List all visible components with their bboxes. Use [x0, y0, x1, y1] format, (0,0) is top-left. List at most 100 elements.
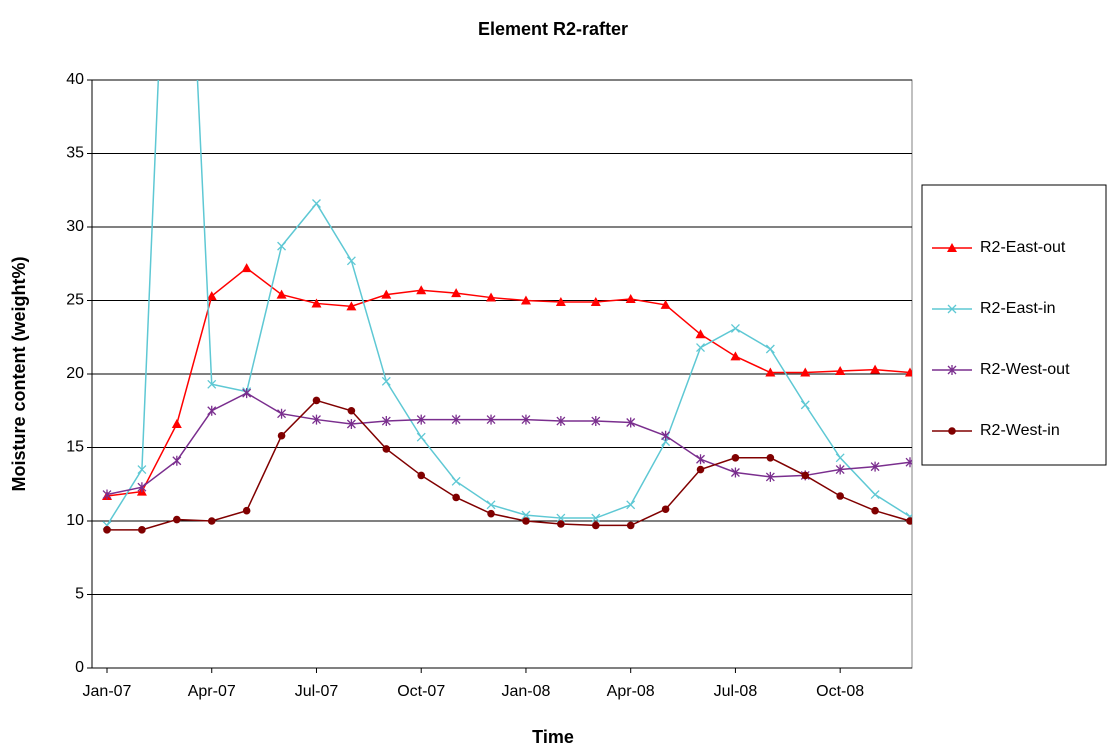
marker	[346, 256, 356, 266]
marker	[416, 414, 426, 425]
marker	[417, 471, 426, 480]
marker	[696, 465, 705, 474]
legend-marker	[947, 365, 957, 375]
y-tick-label: 30	[66, 218, 84, 235]
legend-marker	[947, 243, 957, 252]
series-line	[106, 267, 911, 497]
marker	[765, 344, 775, 354]
marker	[241, 263, 252, 273]
marker	[835, 453, 845, 463]
y-tick-label: 40	[66, 71, 84, 88]
y-tick-label: 5	[75, 586, 84, 603]
y-tick-label: 0	[75, 659, 84, 676]
marker	[451, 414, 461, 425]
marker	[590, 296, 601, 306]
marker	[730, 467, 740, 478]
marker	[486, 414, 496, 425]
series-line	[106, 392, 911, 496]
x-tick-label: Apr-07	[188, 683, 236, 700]
legend-label: R2-West-in	[980, 422, 1060, 439]
marker	[416, 285, 427, 295]
legend-marker	[948, 427, 956, 435]
marker	[487, 509, 495, 518]
marker	[137, 465, 147, 475]
marker	[138, 526, 146, 534]
marker	[277, 431, 286, 440]
legend-marker	[947, 304, 957, 314]
marker	[521, 414, 531, 425]
marker	[765, 367, 776, 377]
x-tick-label: Jan-08	[501, 683, 550, 700]
plot-series	[102, 80, 912, 534]
marker	[626, 521, 635, 530]
marker	[242, 388, 252, 399]
y-tick-label: 20	[66, 365, 84, 382]
marker	[696, 454, 705, 465]
marker	[835, 366, 846, 376]
legend-label: R2-East-in	[980, 300, 1056, 317]
x-tick-label: Jan-07	[83, 683, 132, 700]
x-tick-label: Apr-08	[607, 683, 655, 700]
marker	[555, 296, 566, 306]
marker	[206, 291, 217, 301]
marker	[381, 289, 392, 299]
marker	[171, 418, 182, 428]
legend-label: R2-West-out	[980, 361, 1070, 378]
marker	[242, 506, 251, 515]
marker	[870, 490, 880, 499]
y-tick-label: 35	[66, 145, 84, 162]
marker	[800, 367, 811, 377]
marker	[871, 506, 879, 515]
marker	[801, 471, 810, 480]
marker	[591, 416, 601, 427]
marker	[730, 351, 741, 361]
legend-label: R2-East-out	[980, 239, 1066, 256]
marker	[451, 288, 462, 298]
legend	[921, 184, 1107, 466]
marker	[557, 520, 565, 528]
marker	[906, 517, 912, 525]
marker	[591, 513, 601, 523]
chart-title: Element R2-rafter	[478, 19, 628, 39]
marker	[276, 289, 287, 299]
marker	[765, 471, 775, 482]
marker	[835, 464, 845, 475]
marker	[730, 323, 740, 333]
marker	[381, 376, 391, 386]
marker	[486, 292, 497, 302]
marker	[103, 526, 111, 534]
marker	[451, 476, 461, 486]
series-line	[106, 80, 911, 526]
marker	[522, 517, 530, 525]
x-axis-title: Time	[532, 727, 574, 747]
x-tick-label: Jul-08	[714, 683, 758, 700]
marker	[731, 453, 740, 462]
marker	[381, 416, 391, 427]
marker	[905, 367, 912, 377]
marker	[207, 379, 217, 389]
marker	[661, 430, 671, 441]
y-axis-title: Moisture content (weight%)	[9, 257, 29, 492]
y-tick-label: 15	[66, 439, 84, 456]
marker	[626, 500, 636, 510]
marker	[660, 299, 671, 309]
marker	[661, 505, 670, 514]
marker	[346, 418, 356, 429]
marker	[521, 510, 531, 520]
marker	[173, 515, 181, 524]
marker	[382, 445, 391, 453]
marker	[905, 457, 912, 468]
marker	[556, 513, 566, 523]
marker	[347, 406, 356, 415]
marker	[591, 521, 600, 530]
marker	[556, 416, 566, 427]
marker	[766, 453, 775, 462]
x-tick-label: Oct-07	[397, 683, 445, 700]
marker	[102, 489, 112, 500]
marker	[312, 396, 321, 405]
marker	[696, 343, 705, 352]
marker	[277, 241, 287, 251]
marker	[836, 492, 844, 500]
marker	[172, 455, 182, 466]
